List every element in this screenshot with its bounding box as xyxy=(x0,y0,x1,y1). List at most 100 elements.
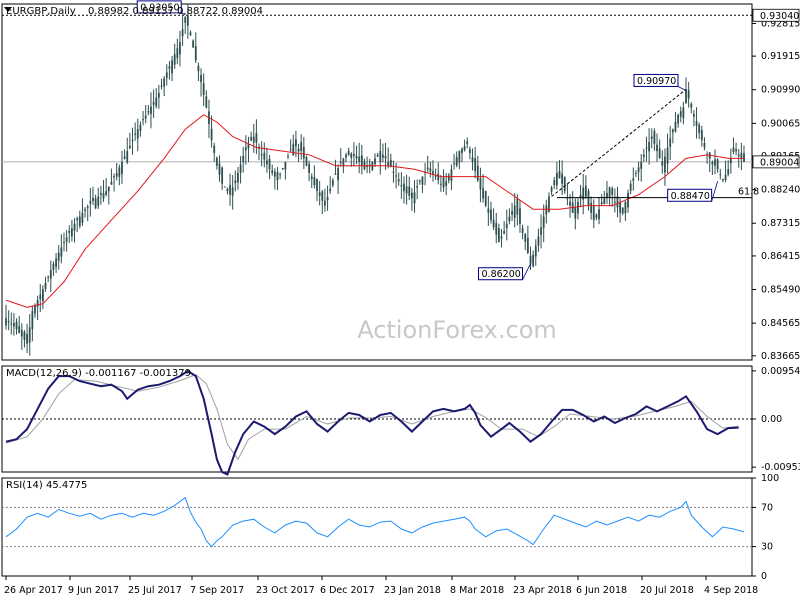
candle-body xyxy=(374,158,376,165)
candle-body xyxy=(579,194,582,199)
candle-body xyxy=(695,121,698,126)
dotted-level-label-box xyxy=(752,8,800,22)
candle-body xyxy=(273,171,276,177)
rsi-line xyxy=(5,496,745,548)
candle-body xyxy=(89,200,92,204)
candle-body xyxy=(737,154,740,157)
price-panel: 0.928150.919150.909900.900650.891650.882… xyxy=(1,0,800,362)
x-tick-label: 7 Sep 2017 xyxy=(190,585,244,596)
candle-body xyxy=(107,186,110,192)
candle-body xyxy=(139,124,142,131)
candle-body xyxy=(300,142,303,152)
candle-body xyxy=(645,147,648,149)
candle-body xyxy=(574,207,577,219)
candle-body xyxy=(105,191,108,195)
annotation-label: 0.93050 xyxy=(140,2,179,13)
candle-body xyxy=(313,177,316,186)
candle-body xyxy=(215,157,218,166)
candle-body xyxy=(577,201,579,214)
annotation-box xyxy=(633,73,679,87)
candle-body xyxy=(379,151,382,162)
candle-body xyxy=(126,151,129,163)
candle-body xyxy=(722,179,724,181)
candle-body xyxy=(142,119,144,121)
candle-body xyxy=(316,179,318,192)
rsi-tick-label: 70 xyxy=(761,502,773,513)
candle-body xyxy=(685,89,687,104)
candle-body xyxy=(729,158,732,164)
candle-body xyxy=(466,141,469,144)
candle-body xyxy=(165,72,168,79)
candle-body xyxy=(92,197,94,202)
candle-body xyxy=(202,83,205,95)
candle-body xyxy=(679,111,682,117)
candle-body xyxy=(458,151,461,163)
candle-body xyxy=(743,153,745,163)
candle-body xyxy=(619,202,622,213)
candle-body xyxy=(20,330,23,337)
candle-body xyxy=(703,143,706,148)
candle-body xyxy=(263,152,266,160)
x-tick-label: 6 Dec 2017 xyxy=(320,585,375,596)
candle-body xyxy=(519,208,521,224)
candle-body xyxy=(376,154,379,157)
candle-body xyxy=(421,176,424,185)
candle-body xyxy=(210,128,213,141)
candle-body xyxy=(687,90,690,99)
candle-body xyxy=(592,205,595,221)
candle-body xyxy=(324,200,326,206)
candle-body xyxy=(136,129,139,139)
candle-body xyxy=(255,133,258,143)
candle-body xyxy=(237,172,239,183)
candle-body xyxy=(155,97,158,107)
candle-body xyxy=(326,197,329,201)
candle-body xyxy=(329,188,332,192)
candle-body xyxy=(416,186,419,188)
candle-body xyxy=(397,179,400,182)
rsi-tick-label: 100 xyxy=(761,473,779,484)
annotation-box xyxy=(667,188,713,202)
candle-body xyxy=(611,188,614,195)
candle-body xyxy=(492,219,495,228)
candle-body xyxy=(411,192,413,199)
candle-body xyxy=(223,186,226,188)
candle-body xyxy=(73,223,76,231)
candle-body xyxy=(131,140,134,142)
x-tick-label: 23 Jan 2018 xyxy=(384,585,441,596)
candle-body xyxy=(221,167,224,184)
candle-body xyxy=(345,154,347,158)
candle-body xyxy=(279,174,282,176)
candle-body xyxy=(513,205,516,218)
candle-body xyxy=(78,216,81,227)
y-tick-label: 0.91915 xyxy=(761,51,800,62)
candle-body xyxy=(490,209,492,221)
candle-body xyxy=(157,93,160,98)
x-tick-label: 25 Jul 2017 xyxy=(128,585,182,596)
candle-body xyxy=(392,171,395,173)
candle-body xyxy=(347,151,350,156)
candle-body xyxy=(635,172,637,174)
annotation-leader xyxy=(711,181,719,202)
candle-body xyxy=(711,162,714,165)
candle-body xyxy=(476,165,479,181)
candle-body xyxy=(497,228,500,242)
candle-body xyxy=(292,143,295,156)
annotation-box xyxy=(478,267,524,281)
annotation-label: 0.88470 xyxy=(671,191,710,202)
macd-line xyxy=(5,369,739,476)
candle-body xyxy=(337,168,339,181)
panel-marker-icon xyxy=(4,7,12,12)
candle-body xyxy=(661,161,664,166)
candle-body xyxy=(76,218,79,221)
candle-body xyxy=(65,237,68,242)
candle-body xyxy=(603,198,606,205)
candle-body xyxy=(727,169,730,175)
candle-body xyxy=(658,148,661,159)
candle-body xyxy=(693,114,695,117)
candle-body xyxy=(532,254,535,267)
candle-body xyxy=(289,149,292,151)
candle-body xyxy=(553,180,556,186)
candle-body xyxy=(189,32,192,35)
annotation-label: 0.90970 xyxy=(637,76,676,87)
